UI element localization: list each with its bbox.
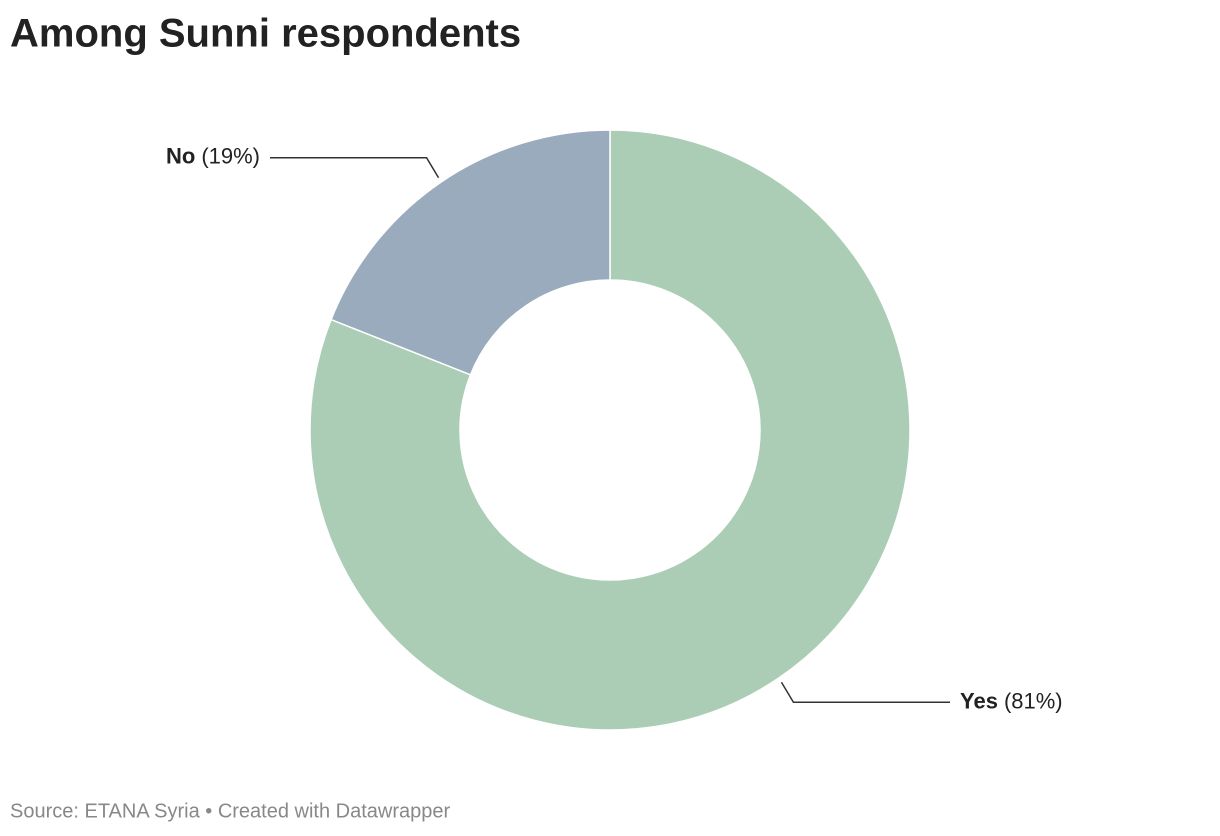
source: Source: ETANA Syria • Created with Dataw…: [10, 800, 450, 822]
leader-line: [780, 681, 950, 704]
category-label: No: [166, 144, 195, 169]
value-label: (81%): [1004, 688, 1063, 713]
chart-title: Among Sunni respondents: [10, 12, 521, 56]
leader-line: [270, 156, 440, 179]
slice-label: No (19%): [166, 144, 260, 169]
slice-label: Yes (81%): [960, 688, 1063, 713]
category-label: Yes: [960, 688, 998, 713]
slice: [309, 129, 911, 731]
value-label: (19%): [201, 144, 260, 169]
slice: [330, 129, 611, 376]
